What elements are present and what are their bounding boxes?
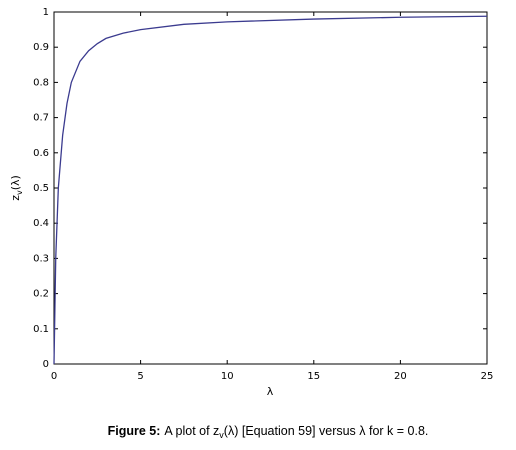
caption-after: (λ) [Equation 59] versus λ for k = 0.8. <box>224 424 429 438</box>
caption-sub: v <box>219 430 224 440</box>
x-tick-label: 15 <box>307 371 320 382</box>
x-tick-label: 0 <box>51 371 57 382</box>
y-label-base: z <box>9 195 22 201</box>
y-tick-label: 0.6 <box>33 148 49 159</box>
data-line <box>53 15 488 365</box>
y-tick-label: 0.3 <box>33 253 49 264</box>
y-tick-label: 0.9 <box>33 42 49 53</box>
y-tick-label: 1 <box>43 7 49 18</box>
caption-label: Figure 5: <box>108 424 161 438</box>
caption-before: A plot of z <box>164 424 219 438</box>
y-tick-label: 0.2 <box>33 289 49 300</box>
y-tick-label: 0.5 <box>33 183 49 194</box>
x-tick-label: 20 <box>394 371 407 382</box>
y-axis-label: zv(λ) <box>9 175 24 201</box>
y-tick-label: 0 <box>43 359 49 370</box>
y-tick-label: 0.1 <box>33 324 49 335</box>
caption: Figure 5: A plot of zv(λ) [Equation 59] v… <box>108 424 429 440</box>
x-tick-label: 5 <box>137 371 143 382</box>
x-axis-label: λ <box>267 385 274 398</box>
y-tick-label: 0.7 <box>33 113 49 124</box>
y-label-sub: v <box>15 190 24 195</box>
x-tick-label: 10 <box>221 371 234 382</box>
x-tick-label: 25 <box>481 371 494 382</box>
plot-frame <box>53 11 488 365</box>
y-label-rest: (λ) <box>9 175 22 190</box>
y-tick-label: 0.8 <box>33 77 49 88</box>
y-tick-label: 0.4 <box>33 218 49 229</box>
